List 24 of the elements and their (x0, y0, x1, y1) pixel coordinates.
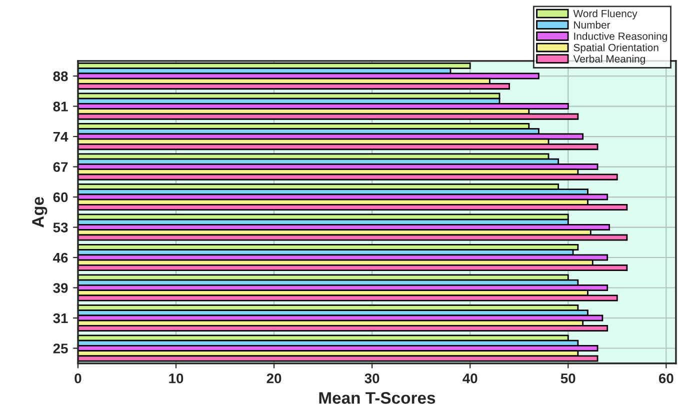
y-tick-label: 60 (53, 192, 68, 202)
x-tick-label: 40 (462, 373, 478, 384)
legend-label: Number (574, 20, 610, 29)
y-tick-label: 81 (53, 102, 68, 112)
legend-label: Verbal Meaning (573, 54, 645, 65)
y-tick-label: 31 (53, 313, 68, 324)
y-tick-label: 46 (53, 252, 68, 263)
legend-label: Spatial Orientation (574, 44, 658, 54)
x-tick-label: 10 (169, 373, 184, 384)
x-tick-label: 60 (658, 373, 674, 384)
y-axis-title: Age (32, 196, 48, 228)
x-tick-label: 50 (560, 373, 576, 384)
y-tick-label: 74 (53, 132, 68, 142)
x-tick-label: 0 (74, 373, 82, 384)
y-tick-label: 88 (53, 71, 68, 82)
y-tick-label: 25 (53, 344, 68, 354)
y-tick-label: 53 (53, 222, 68, 232)
y-tick-label: 67 (53, 162, 68, 172)
legend-label: Word Fluency (573, 10, 638, 20)
x-axis-title: Mean T-Scores (319, 392, 436, 404)
x-tick-label: 30 (364, 373, 380, 384)
y-tick-label: 39 (53, 283, 68, 293)
legend-label: Inductive Reasoning (574, 32, 667, 42)
x-tick-label: 20 (266, 373, 282, 384)
